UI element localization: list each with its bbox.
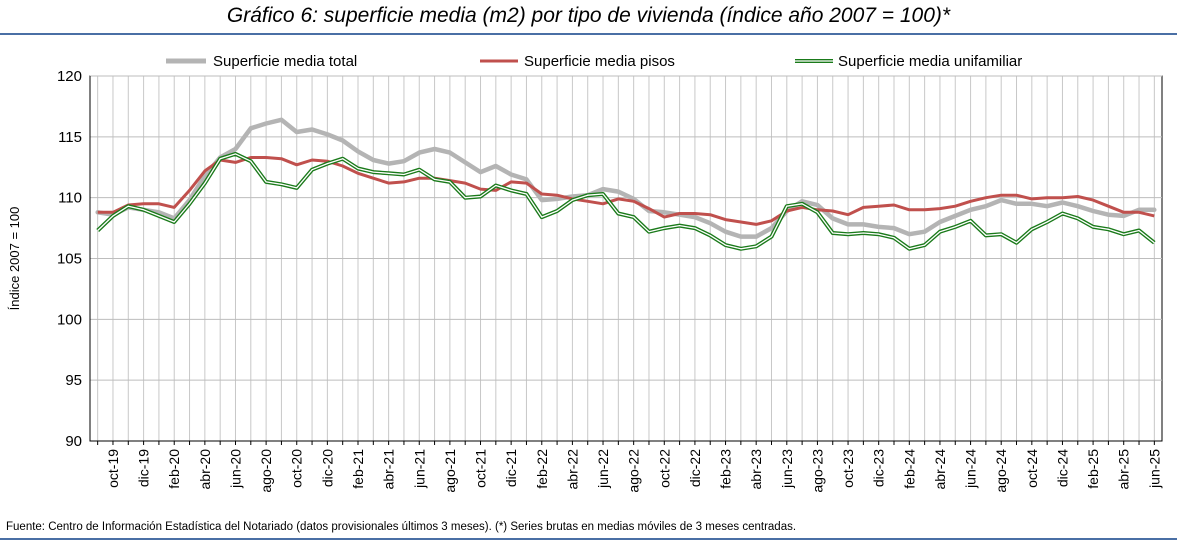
x-tick-label: jun-23 [779,449,795,489]
y-tick-label: 105 [57,251,82,268]
x-tick-label: ago-20 [258,449,274,493]
x-tick-label: jun-24 [963,449,979,489]
x-tick-label: dic-24 [1054,449,1070,487]
x-tick-label: abr-22 [564,449,580,490]
bottom-divider [0,538,1177,540]
series-line-1 [95,117,1157,239]
x-tick-label: jun-20 [227,449,243,489]
x-tick-label: feb-21 [350,449,366,489]
x-tick-label: dic-19 [136,449,152,487]
y-tick-label: 90 [65,433,82,450]
x-tick-label: dic-22 [687,449,703,487]
y-tick-label: 110 [58,190,82,207]
y-tick-label: 95 [65,372,82,389]
x-tick-label: feb-24 [901,449,917,489]
x-tick-label: ago-22 [626,449,642,493]
legend-label-1: Superficie media total [213,53,357,70]
x-tick-label: abr-23 [748,449,764,490]
source-note: Fuente: Centro de Información Estadístic… [6,521,797,533]
x-tick-label: abr-25 [1116,449,1132,490]
x-tick-label: dic-23 [871,449,887,487]
x-tick-label: feb-20 [166,449,182,489]
x-tick-label: ago-24 [993,449,1009,493]
y-tick-label: 120 [57,68,82,85]
x-tick-label: abr-20 [197,449,213,490]
series-line-2 [97,156,1155,226]
y-axis-title: Índice 2007 = 100 [7,207,22,311]
x-tick-label: ago-23 [809,449,825,493]
x-tick-label: abr-24 [932,449,948,490]
x-tick-label: jun-22 [595,449,611,489]
x-tick-label: jun-21 [411,449,427,489]
legend-label-2: Superficie media pisos [524,53,675,70]
x-tick-label: oct-20 [289,449,305,488]
x-tick-label: feb-25 [1085,449,1101,489]
x-tick-label: abr-21 [381,449,397,490]
x-tick-label: dic-21 [503,449,519,487]
x-tick-label: oct-23 [840,449,856,488]
x-tick-label: dic-20 [319,449,335,487]
line-chart: 90 95 100 105 110 115 120 oct-19 dic-19 feb-20 abr… [7,53,1163,493]
title-divider [0,33,1177,35]
y-tick-label: 100 [57,311,82,328]
series-line-3-inner [97,153,1155,250]
x-tick-label: oct-24 [1024,449,1040,488]
legend-label-3: Superficie media unifamiliar [838,53,1022,70]
x-tick-label: feb-22 [534,449,550,489]
chart-title: Gráfico 6: superficie media (m2) por tip… [226,4,951,27]
x-tick-label: ago-21 [442,449,458,493]
x-tick-label: feb-23 [718,449,734,489]
x-tick-label: oct-19 [105,449,121,488]
x-tick-label: jun-25 [1146,449,1162,489]
y-tick-label: 115 [58,129,82,146]
x-tick-label: oct-21 [473,449,489,488]
x-tick-label: oct-22 [656,449,672,488]
